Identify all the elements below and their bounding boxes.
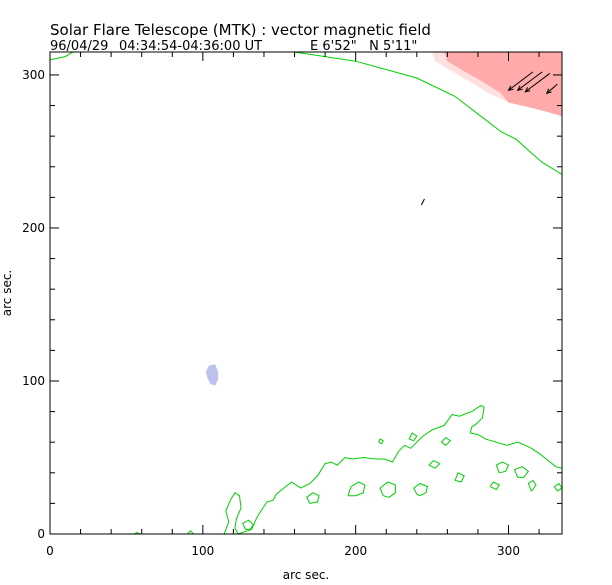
- plot-frame: [49, 51, 563, 535]
- field-vector-4: [420, 198, 425, 206]
- small-contour-1: [413, 482, 429, 497]
- small-contour-15: [187, 530, 195, 534]
- small-contour-7: [527, 479, 537, 492]
- small-contour-9: [454, 472, 465, 483]
- field-vector-head-3: [545, 88, 552, 95]
- observation-position: E 6'52" N 5'11": [310, 39, 417, 54]
- small-contour-13: [378, 438, 384, 445]
- small-contour-14: [553, 482, 562, 492]
- small-contour-0: [379, 481, 396, 498]
- field-vector-head-1: [516, 85, 523, 91]
- chart-title: Solar Flare Telescope (MTK) : vector mag…: [50, 21, 431, 39]
- field-vector-3: [546, 83, 558, 94]
- y-tick-label-2: 200: [22, 221, 45, 235]
- field-vector-head-0: [507, 85, 514, 91]
- small-contour-2: [306, 492, 320, 504]
- small-contour-11: [408, 432, 418, 442]
- small-contour-6: [513, 466, 530, 478]
- positive-field-region: [444, 52, 562, 117]
- lower-contour: [223, 404, 562, 534]
- y-axis-label: arc sec.: [0, 270, 14, 316]
- observation-time-range: 04:34:54-04:36:00 UT: [119, 39, 262, 54]
- x-axis-label: arc sec.: [283, 568, 329, 582]
- y-tick-label-0: 0: [37, 527, 45, 541]
- negative-field-patch: [205, 364, 219, 386]
- y-tick-label-3: 300: [22, 68, 45, 82]
- small-contour-5: [495, 461, 510, 474]
- observation-date: 96/04/29: [50, 39, 108, 54]
- x-tick-label-3: 300: [497, 544, 520, 558]
- small-contour-8: [428, 459, 441, 469]
- small-contour-4: [489, 481, 501, 491]
- field-vector-2: [525, 73, 551, 93]
- field-vector-head-2: [524, 87, 531, 93]
- axis-ticks: 0 100 200 300 0 100 200 300: [22, 52, 562, 558]
- x-tick-label-2: 200: [344, 544, 367, 558]
- small-contour-12: [241, 519, 254, 530]
- field-vector-0: [508, 71, 534, 91]
- field-vector-1: [517, 71, 543, 91]
- limb-contour: [50, 52, 562, 175]
- x-tick-label-0: 0: [46, 544, 54, 558]
- small-contour-10: [440, 436, 452, 446]
- x-tick-label-1: 100: [191, 544, 214, 558]
- y-tick-label-1: 100: [22, 374, 45, 388]
- small-contour-3: [347, 481, 366, 497]
- plot-data: [50, 52, 562, 534]
